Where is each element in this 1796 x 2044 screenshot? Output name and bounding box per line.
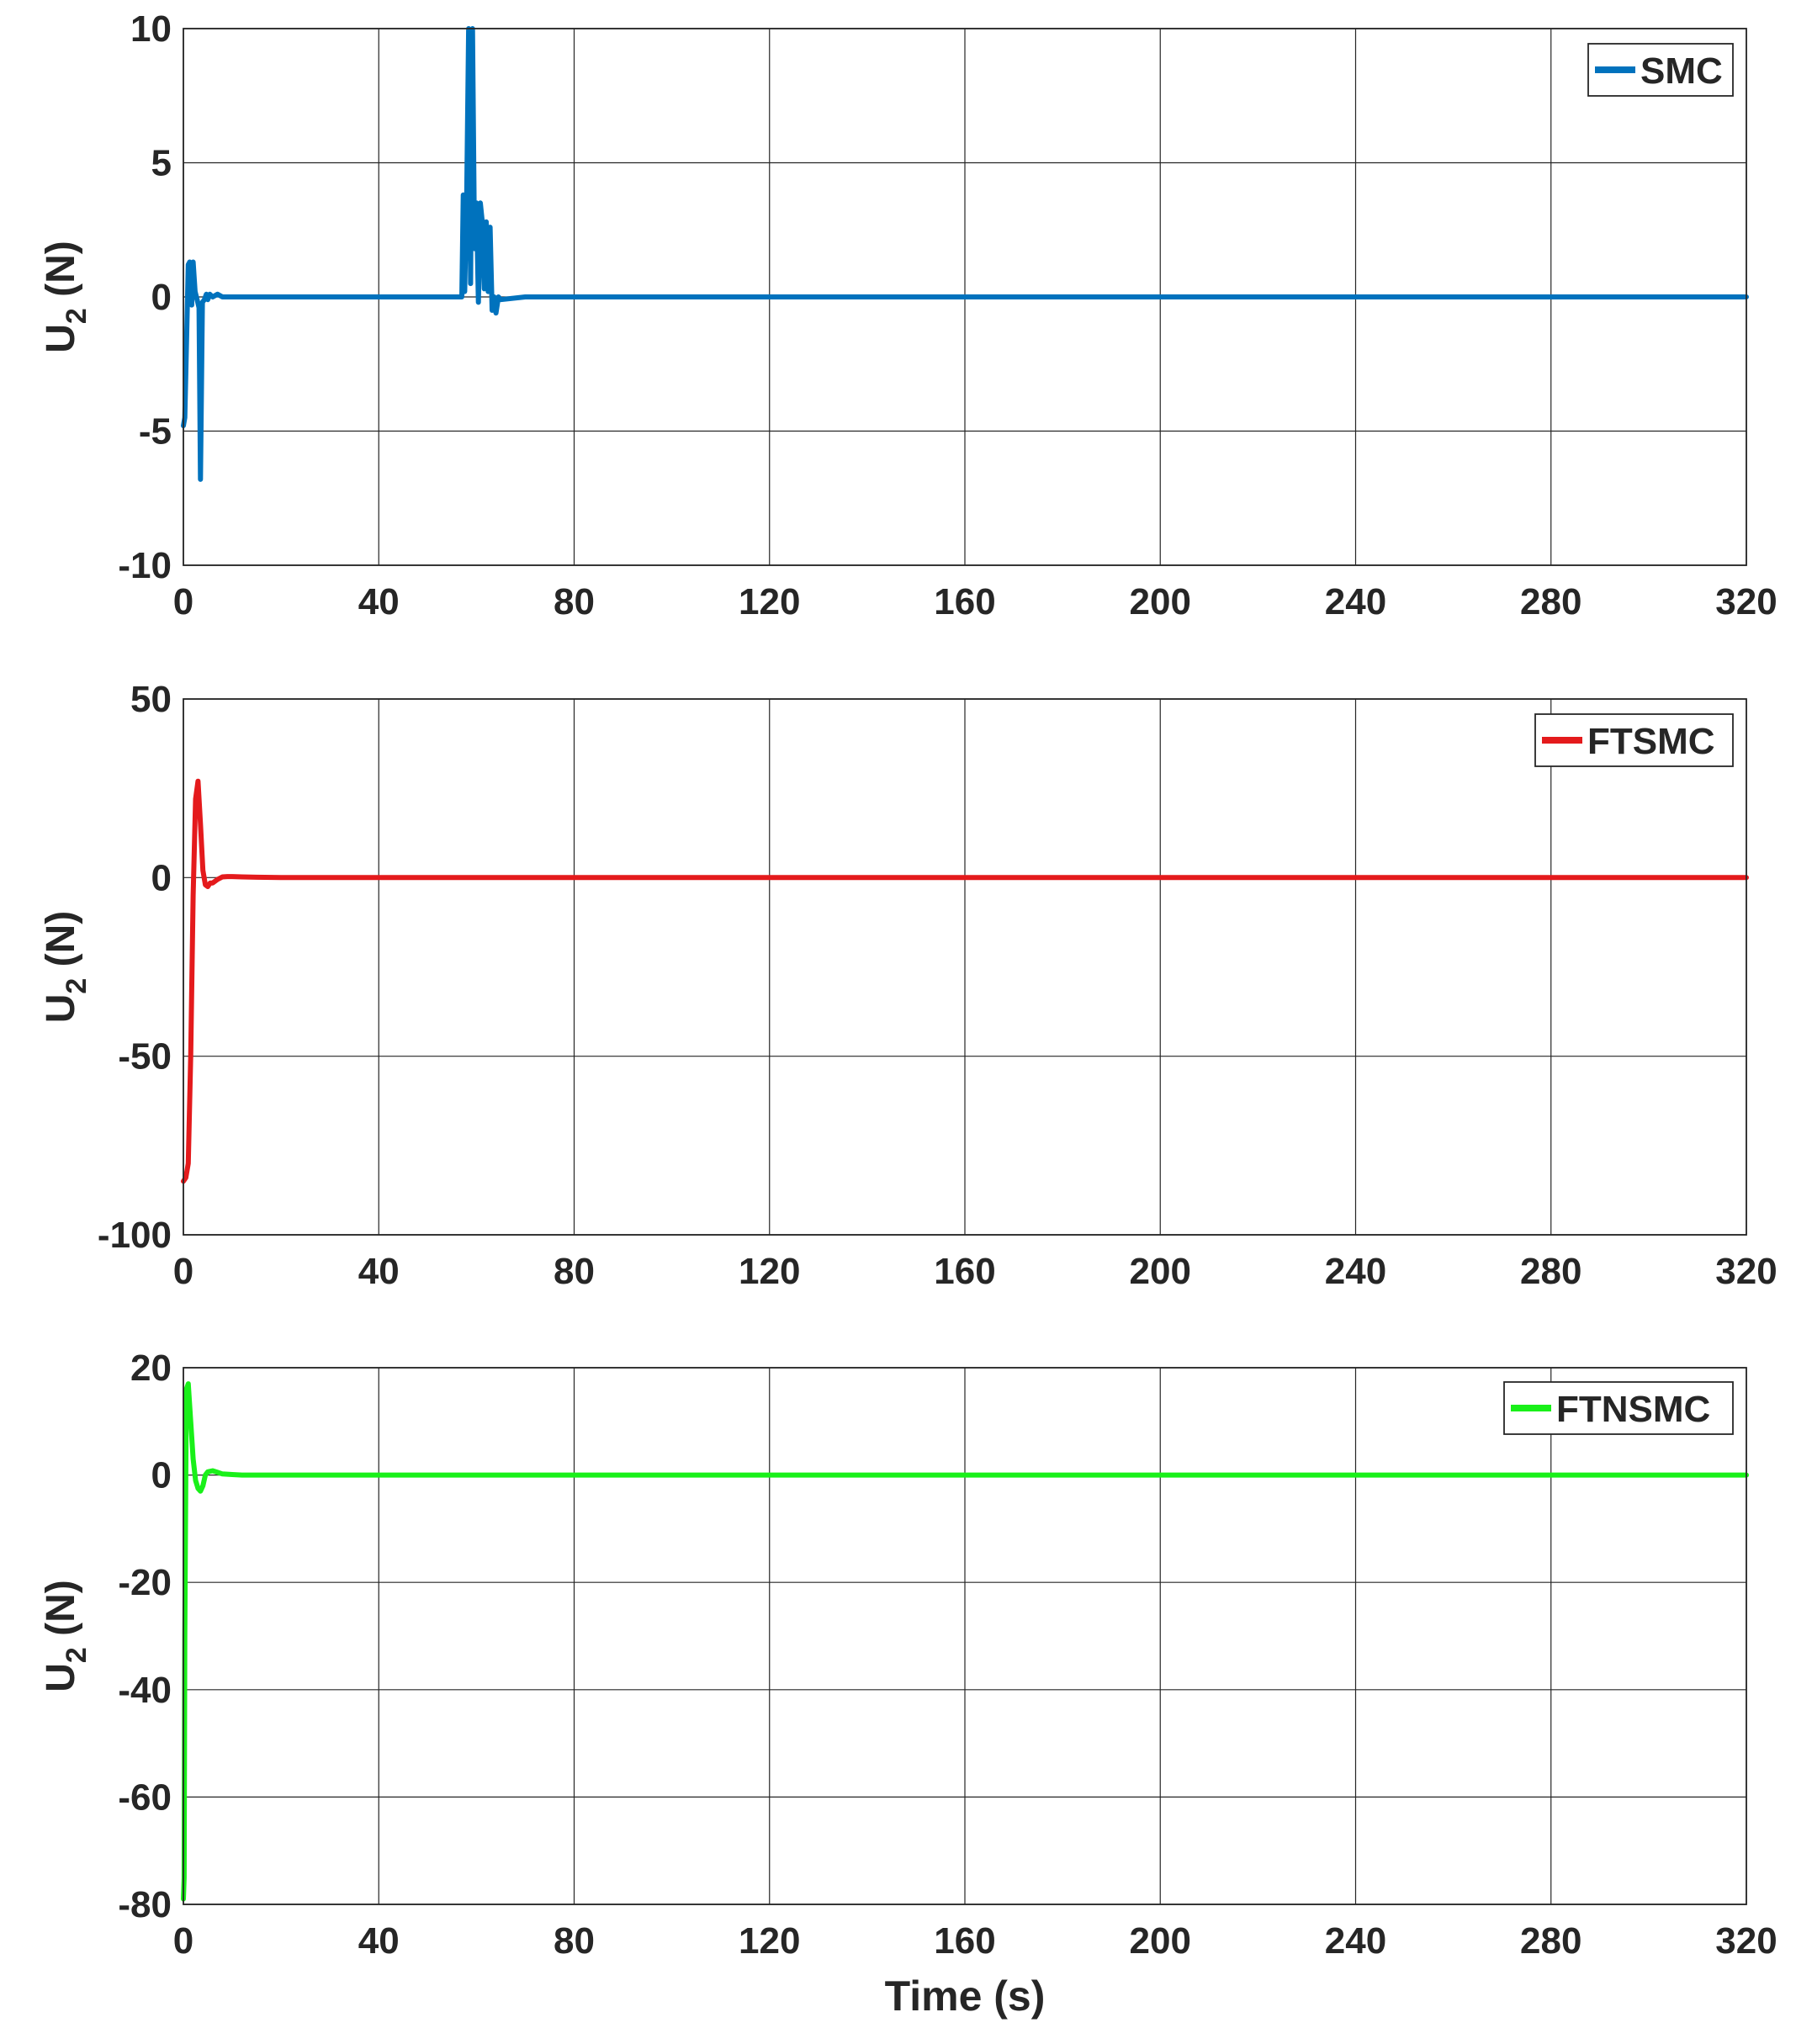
panel-2-axes-box bbox=[183, 698, 1747, 1236]
panel-1-x-tick-label: 200 bbox=[1130, 581, 1191, 622]
panel-1-x-tick-label: 280 bbox=[1520, 581, 1581, 622]
panel-2: 0 40 80 120 160 200 240 280 320 -100 -50 0 50 U2 (N) F… bbox=[39, 679, 1777, 1292]
panel-3-axes-box bbox=[183, 1367, 1747, 1905]
panel-2-x-tick-label: 160 bbox=[934, 1251, 995, 1292]
panel-3-x-tick-label: 160 bbox=[934, 1920, 995, 1962]
panel-3-legend-label-ftnsmc: FTNSMC bbox=[1556, 1389, 1710, 1430]
panel-3-y-tick-label: 20 bbox=[130, 1348, 172, 1389]
panel-1-x-tick-label: 240 bbox=[1325, 581, 1386, 622]
panel-1-y-tick-label: 0 bbox=[151, 277, 172, 318]
panel-3-x-tick-label: 200 bbox=[1130, 1920, 1191, 1962]
panel-1-y-axis-label-unit: (N) bbox=[39, 241, 83, 308]
panel-3-x-tick-label: 80 bbox=[554, 1920, 595, 1962]
panel-1-y-tick-label: 5 bbox=[151, 143, 172, 184]
panel-2-x-tick-label: 120 bbox=[739, 1251, 800, 1292]
panel-2-y-axis-label: U2 (N) bbox=[39, 911, 93, 1024]
panel-3-x-tick-label: 320 bbox=[1715, 1920, 1777, 1962]
panel-2-y-axis-label-unit: (N) bbox=[39, 911, 83, 978]
panel-2-x-tick-label: 240 bbox=[1325, 1251, 1386, 1292]
panel-1-y-tick-label: -10 bbox=[118, 545, 172, 586]
panel-3-x-tick-label: 0 bbox=[173, 1920, 193, 1962]
panel-2-y-axis-label-subscript: 2 bbox=[61, 978, 93, 994]
panel-2-x-tick-label: 200 bbox=[1130, 1251, 1191, 1292]
panel-3-y-tick-label: -60 bbox=[118, 1777, 172, 1818]
panel-1-legend: SMC bbox=[1587, 43, 1734, 97]
panel-3-series-ftnsmc-line bbox=[181, 1381, 1749, 1902]
panel-2-x-tick-label: 280 bbox=[1520, 1251, 1581, 1292]
panel-3: 0 40 80 120 160 200 240 280 320 -80 -60 -40 -20 0 20 U2… bbox=[39, 1348, 1777, 2020]
panel-1-x-tick-label: 120 bbox=[739, 581, 800, 622]
panel-3-y-tick-label: -80 bbox=[118, 1884, 172, 1925]
panel-1-x-tick-label: 0 bbox=[173, 581, 193, 622]
panel-1-axes-box bbox=[183, 28, 1747, 566]
panel-2-x-tick-label: 40 bbox=[358, 1251, 400, 1292]
panel-2-x-tick-label: 320 bbox=[1715, 1251, 1777, 1292]
panel-3-y-axis-label-unit: (N) bbox=[39, 1580, 83, 1647]
panel-1-x-tick-label: 80 bbox=[554, 581, 595, 622]
panel-3-x-tick-label: 280 bbox=[1520, 1920, 1581, 1962]
panel-3-x-axis-label: Time (s) bbox=[885, 1973, 1046, 2020]
panel-2-legend-label-ftsmc: FTSMC bbox=[1587, 721, 1715, 762]
panel-1-y-axis-label-main: U bbox=[39, 324, 83, 353]
panel-3-y-tick-label: -20 bbox=[118, 1562, 172, 1603]
panel-1-y-axis-label-subscript: 2 bbox=[61, 308, 93, 324]
panel-1-x-tick-label: 320 bbox=[1715, 581, 1777, 622]
panel-2-legend: FTSMC bbox=[1534, 713, 1734, 767]
panel-1-legend-label-smc: SMC bbox=[1640, 50, 1723, 92]
panel-3-x-tick-label: 120 bbox=[739, 1920, 800, 1962]
panel-2-series-ftsmc-line bbox=[181, 778, 1749, 1184]
panel-1: 0 40 80 120 160 200 240 280 320 -10 -5 0 5 10 U2 (N) SM… bbox=[39, 8, 1777, 622]
panel-1-x-tick-label: 40 bbox=[358, 581, 400, 622]
panel-2-x-tick-label: 0 bbox=[173, 1251, 193, 1292]
panel-2-x-tick-label: 80 bbox=[554, 1251, 595, 1292]
panel-2-y-axis-label-main: U bbox=[39, 994, 83, 1024]
panel-1-x-tick-label: 160 bbox=[934, 581, 995, 622]
panel-3-x-tick-label: 40 bbox=[358, 1920, 400, 1962]
panel-3-y-axis-label: U2 (N) bbox=[39, 1580, 93, 1692]
panel-2-y-tick-label: -50 bbox=[118, 1036, 172, 1078]
panel-3-y-axis-label-main: U bbox=[39, 1663, 83, 1692]
panel-3-y-tick-label: -40 bbox=[118, 1670, 172, 1711]
panel-1-y-axis-label: U2 (N) bbox=[39, 241, 93, 353]
panel-3-x-tick-label: 240 bbox=[1325, 1920, 1386, 1962]
panel-1-series-smc-line bbox=[181, 26, 1749, 482]
panel-2-y-tick-label: 0 bbox=[151, 857, 172, 898]
panel-3-y-tick-label: 0 bbox=[151, 1455, 172, 1496]
panel-3-y-axis-label-subscript: 2 bbox=[61, 1647, 93, 1663]
panel-1-y-tick-label: 10 bbox=[130, 8, 172, 50]
panel-1-y-tick-label: -5 bbox=[139, 411, 172, 453]
panel-2-y-tick-label: -100 bbox=[98, 1215, 172, 1256]
panel-3-legend: FTNSMC bbox=[1503, 1381, 1734, 1435]
panel-2-y-tick-label: 50 bbox=[130, 679, 172, 720]
